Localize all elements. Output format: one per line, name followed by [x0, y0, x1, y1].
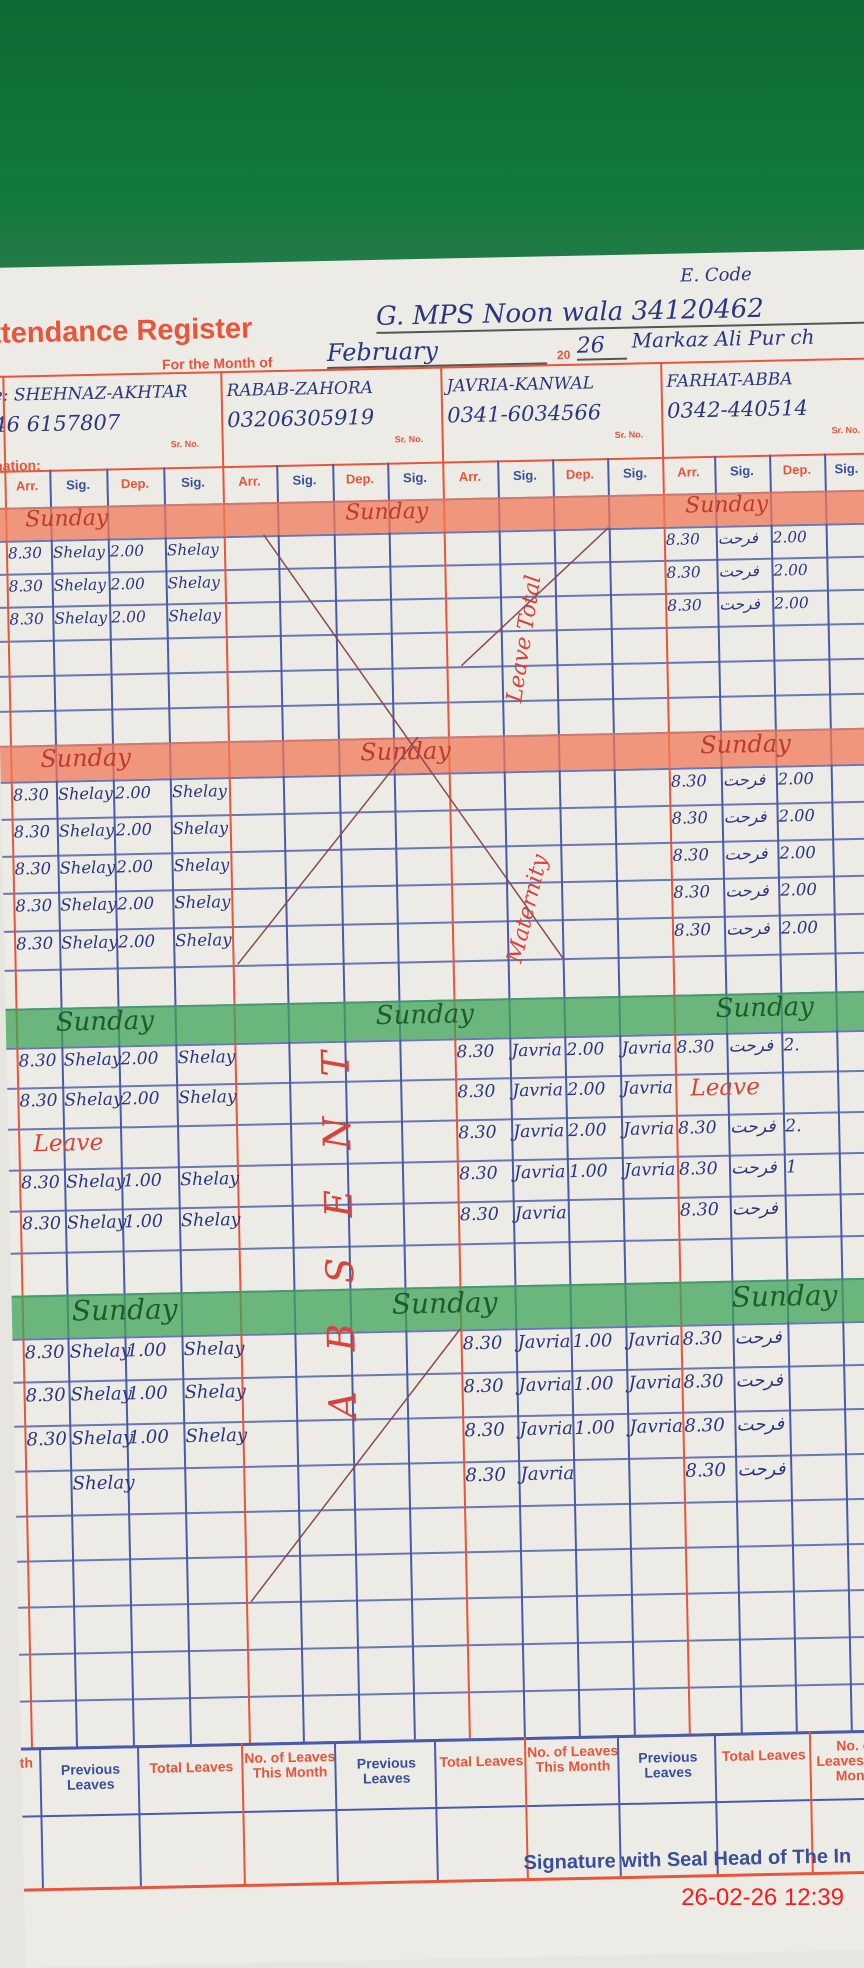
cross-line [237, 736, 419, 965]
footer-label: th [19, 1754, 34, 1771]
cross-line [250, 1328, 461, 1603]
footer-label: Previous Leaves [356, 1754, 417, 1787]
footer-label: No. of Leaves This Month [816, 1737, 864, 1784]
footer-label: Total Leaves [721, 1746, 806, 1764]
footer-label: Total Leaves [149, 1758, 234, 1776]
footer-label: Previous Leaves [60, 1760, 121, 1793]
cross-line [460, 527, 610, 667]
footer-label: No. of Leaves This Month [244, 1748, 336, 1781]
footer-label: Total Leaves [439, 1752, 524, 1770]
footer-label: Previous Leaves [638, 1748, 698, 1781]
cross-line [263, 534, 564, 959]
footer-label: No. of Leaves This Month [527, 1742, 619, 1775]
attendance-grid: e: SHEHNAZ-AKHTAR 46 6157807 Sr. No. Arr. Si… [0, 249, 864, 1892]
cross-out-lines [237, 527, 610, 1603]
signature-label: Signature with Seal Head of The In [523, 1845, 852, 1875]
attendance-register-sheet: E. Code ttendance Register G. MPS Noon w… [0, 249, 864, 1968]
green-table-surface [0, 0, 864, 290]
photo-timestamp: 26-02-26 12:39 [681, 1884, 844, 1911]
footer-rule [22, 1796, 864, 1818]
